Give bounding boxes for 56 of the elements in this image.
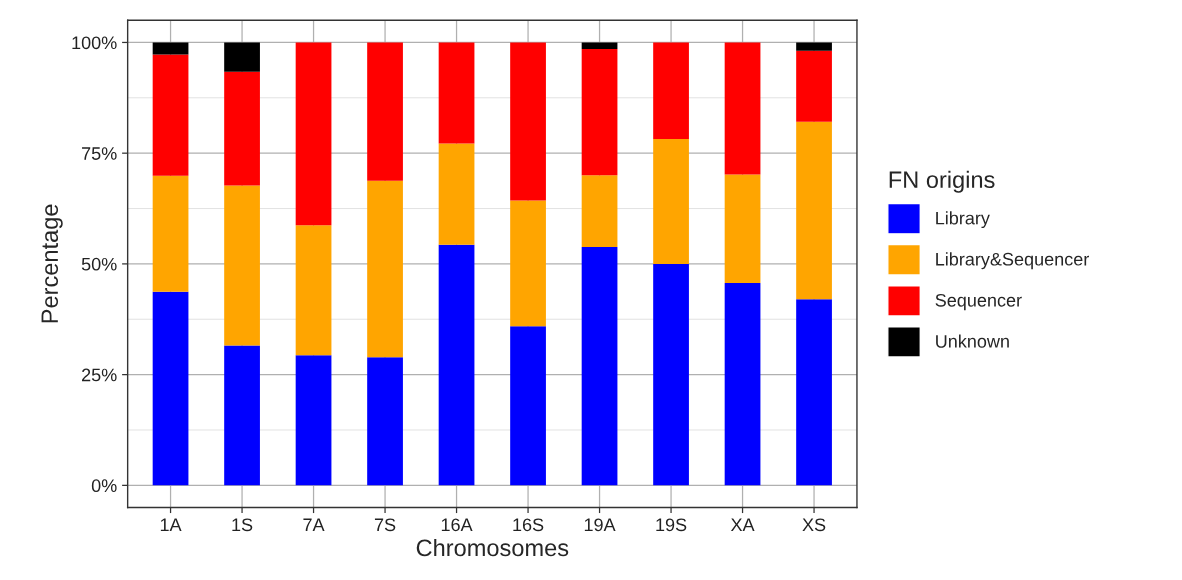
- bar: [581, 175, 618, 248]
- x-tick-label: XA: [730, 518, 755, 531]
- bar: [152, 42, 189, 55]
- bar: [152, 175, 189, 292]
- bar: [295, 42, 332, 226]
- y-axis-title: Percentage: [41, 204, 63, 323]
- bar: [724, 174, 761, 283]
- bar: [367, 180, 403, 358]
- bar: [438, 244, 475, 486]
- x-tick-label: 7S: [374, 518, 396, 532]
- y-tick-label: 100%: [72, 36, 117, 50]
- x-tick-label: 19S: [656, 518, 687, 532]
- bar: [224, 71, 260, 186]
- y-tick-label: 75%: [82, 147, 117, 160]
- bar: [224, 42, 260, 72]
- y-tick-label: 50%: [81, 257, 117, 271]
- legend-label: Sequencer: [935, 293, 1022, 311]
- bar: [724, 42, 761, 175]
- bar: [295, 355, 332, 486]
- x-tick-label: XS: [802, 518, 826, 532]
- x-tick-label: 19A: [584, 518, 616, 532]
- bar: [152, 54, 189, 176]
- bar: [510, 326, 546, 486]
- x-tick-label: 1A: [160, 518, 182, 531]
- x-axis-title: Chromosomes: [416, 538, 569, 557]
- bar: [653, 139, 689, 264]
- bar: [796, 121, 832, 300]
- bar: [796, 299, 832, 486]
- bar: [724, 282, 761, 486]
- bar: [581, 42, 618, 50]
- y-tick-label: 0%: [91, 479, 117, 493]
- legend-label: Library: [936, 211, 990, 229]
- bar: [438, 42, 475, 144]
- x-tick-label: 16A: [441, 518, 473, 532]
- y-tick-label: 25%: [82, 368, 117, 382]
- x-tick-label: 7A: [303, 518, 325, 531]
- bar: [796, 50, 832, 122]
- bar: [653, 263, 689, 486]
- bar: [510, 200, 546, 327]
- bar: [653, 42, 689, 139]
- bar: [295, 225, 332, 356]
- legend-label: Unknown: [936, 334, 1009, 348]
- bar: [581, 247, 618, 486]
- legend-title: FN origins: [889, 170, 995, 193]
- x-tick-label: 1S: [232, 518, 253, 532]
- bar: [224, 185, 260, 346]
- legend-label: Library&Sequencer: [936, 252, 1089, 270]
- bar: [796, 42, 832, 51]
- bar: [367, 42, 403, 181]
- bar: [510, 42, 546, 201]
- x-tick-label: 16S: [513, 518, 544, 532]
- bar: [367, 357, 403, 486]
- bar: [581, 49, 618, 176]
- bar: [152, 291, 189, 486]
- bar: [224, 345, 260, 486]
- bar: [438, 143, 475, 245]
